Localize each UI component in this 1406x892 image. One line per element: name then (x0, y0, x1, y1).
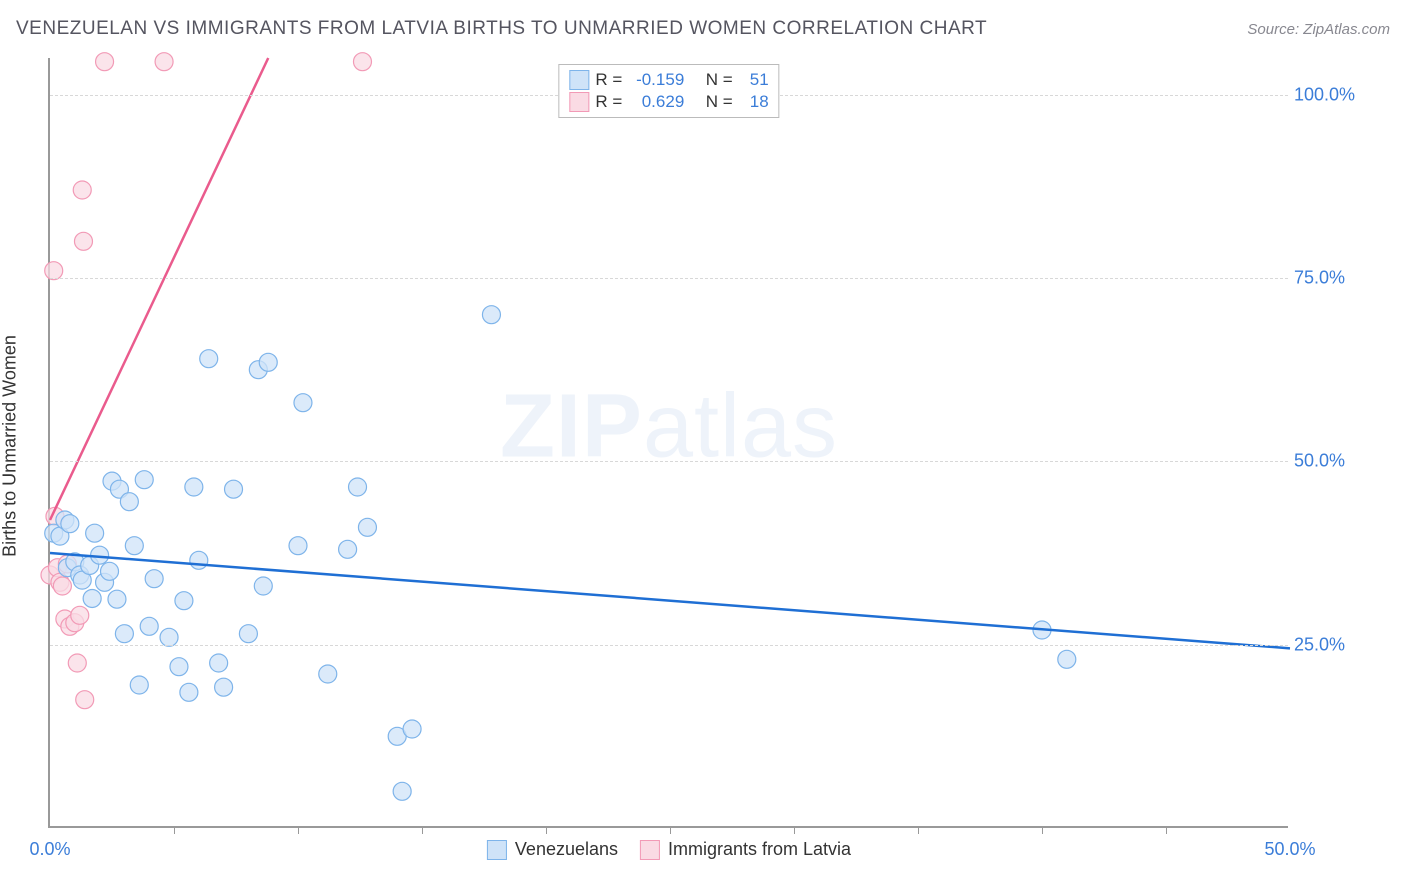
data-point (101, 562, 119, 580)
trend-line (50, 58, 268, 520)
data-point (45, 262, 63, 280)
data-point (294, 394, 312, 412)
data-point (96, 53, 114, 71)
data-point (175, 592, 193, 610)
legend-r-value: -0.159 (628, 70, 684, 90)
x-minor-tick (546, 826, 547, 834)
x-minor-tick (1042, 826, 1043, 834)
data-point (339, 540, 357, 558)
chart-title: VENEZUELAN VS IMMIGRANTS FROM LATVIA BIR… (16, 18, 987, 40)
x-minor-tick (298, 826, 299, 834)
data-point (1058, 650, 1076, 668)
x-minor-tick (422, 826, 423, 834)
trend-line (50, 553, 1290, 648)
data-point (200, 350, 218, 368)
data-point (76, 691, 94, 709)
series-legend: Venezuelans Immigrants from Latvia (487, 839, 851, 860)
data-point (130, 676, 148, 694)
data-point (358, 518, 376, 536)
y-tick-label: 50.0% (1294, 451, 1384, 472)
data-point (53, 577, 71, 595)
legend-swatch (569, 92, 589, 112)
legend-swatch (487, 840, 507, 860)
data-point (353, 53, 371, 71)
gridline-h (50, 645, 1288, 646)
legend-swatch (569, 70, 589, 90)
data-point (83, 589, 101, 607)
data-point (239, 625, 257, 643)
series-legend-item: Immigrants from Latvia (640, 839, 851, 860)
data-point (61, 515, 79, 533)
data-point (215, 678, 233, 696)
legend-r-value: 0.629 (628, 92, 684, 112)
x-minor-tick (794, 826, 795, 834)
data-point (68, 654, 86, 672)
data-point (86, 524, 104, 542)
legend-swatch (640, 840, 660, 860)
chart-svg (50, 58, 1288, 826)
data-point (74, 232, 92, 250)
gridline-h (50, 461, 1288, 462)
data-point (403, 720, 421, 738)
legend-n-label: N = (706, 70, 733, 90)
stats-legend-row: R = 0.629 N = 18 (569, 91, 768, 113)
data-point (225, 480, 243, 498)
data-point (145, 570, 163, 588)
y-tick-label: 100.0% (1294, 84, 1384, 105)
stats-legend: R = -0.159 N = 51 R = 0.629 N = 18 (558, 64, 779, 118)
x-minor-tick (1166, 826, 1167, 834)
data-point (160, 628, 178, 646)
x-tick-label: 50.0% (1264, 839, 1315, 860)
gridline-h (50, 278, 1288, 279)
legend-n-value: 51 (739, 70, 769, 90)
x-tick-label: 0.0% (29, 839, 70, 860)
data-point (210, 654, 228, 672)
x-minor-tick (670, 826, 671, 834)
legend-r-label: R = (595, 92, 622, 112)
data-point (170, 658, 188, 676)
data-point (259, 353, 277, 371)
data-point (125, 537, 143, 555)
data-point (135, 471, 153, 489)
data-point (180, 683, 198, 701)
data-point (190, 551, 208, 569)
series-legend-item: Venezuelans (487, 839, 618, 860)
legend-n-value: 18 (739, 92, 769, 112)
stats-legend-row: R = -0.159 N = 51 (569, 69, 768, 91)
data-point (108, 590, 126, 608)
x-minor-tick (174, 826, 175, 834)
data-point (393, 782, 411, 800)
plot-area: ZIPatlas R =-0.159 N =51R =0.629 N =18 V… (48, 58, 1288, 828)
data-point (185, 478, 203, 496)
x-minor-tick (918, 826, 919, 834)
data-point (73, 181, 91, 199)
data-point (319, 665, 337, 683)
data-point (482, 306, 500, 324)
data-point (289, 537, 307, 555)
y-axis-label: Births to Unmarried Women (0, 335, 21, 557)
source-attribution: Source: ZipAtlas.com (1247, 21, 1390, 38)
data-point (349, 478, 367, 496)
data-point (71, 606, 89, 624)
data-point (120, 493, 138, 511)
series-name: Venezuelans (515, 839, 618, 860)
legend-r-label: R = (595, 70, 622, 90)
series-name: Immigrants from Latvia (668, 839, 851, 860)
data-point (140, 617, 158, 635)
data-point (115, 625, 133, 643)
legend-n-label: N = (706, 92, 733, 112)
data-point (155, 53, 173, 71)
y-tick-label: 75.0% (1294, 268, 1384, 289)
y-tick-label: 25.0% (1294, 634, 1384, 655)
data-point (254, 577, 272, 595)
